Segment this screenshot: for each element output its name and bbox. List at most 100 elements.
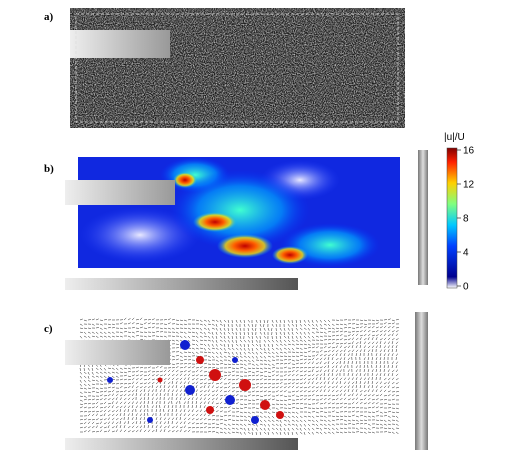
vector bbox=[167, 397, 170, 401]
vector bbox=[395, 333, 399, 337]
vector bbox=[103, 375, 107, 379]
vector bbox=[271, 343, 273, 347]
vector bbox=[363, 381, 366, 385]
vector bbox=[235, 407, 239, 409]
vector bbox=[231, 351, 234, 355]
vector bbox=[363, 385, 366, 389]
vector bbox=[107, 417, 110, 421]
vector bbox=[95, 367, 99, 371]
vector bbox=[311, 346, 315, 349]
vector bbox=[127, 390, 131, 393]
vector bbox=[87, 429, 91, 433]
vector bbox=[115, 429, 118, 433]
vector bbox=[287, 427, 290, 431]
vector bbox=[391, 381, 395, 385]
vector bbox=[371, 357, 374, 361]
vector bbox=[347, 342, 351, 345]
vector bbox=[107, 402, 111, 405]
vector bbox=[251, 411, 255, 414]
vector bbox=[163, 409, 165, 413]
vector bbox=[239, 347, 243, 351]
vector bbox=[255, 423, 258, 427]
vector bbox=[331, 431, 335, 435]
vector bbox=[147, 326, 151, 329]
vector bbox=[159, 374, 163, 377]
vector bbox=[107, 421, 111, 425]
vector bbox=[299, 431, 303, 435]
vector bbox=[183, 421, 186, 425]
vector bbox=[371, 381, 373, 385]
vector bbox=[375, 406, 379, 409]
vector bbox=[143, 417, 145, 421]
vector bbox=[171, 339, 175, 342]
vector bbox=[219, 407, 223, 409]
vector bbox=[383, 345, 387, 349]
vector bbox=[259, 415, 263, 418]
vector bbox=[299, 427, 302, 431]
panel-label: c) bbox=[44, 323, 53, 335]
vector bbox=[343, 377, 347, 381]
vector bbox=[267, 419, 271, 422]
vector bbox=[271, 423, 275, 426]
vector bbox=[363, 419, 367, 421]
vector bbox=[275, 339, 279, 343]
vector bbox=[207, 343, 210, 347]
vector bbox=[135, 401, 138, 405]
vector bbox=[391, 353, 394, 357]
vector bbox=[111, 375, 115, 379]
vector bbox=[83, 367, 85, 371]
vector bbox=[283, 390, 287, 393]
vector bbox=[171, 366, 175, 369]
vector bbox=[287, 362, 291, 365]
vector bbox=[327, 369, 330, 373]
vector bbox=[283, 378, 287, 381]
vector bbox=[147, 381, 151, 385]
vector bbox=[175, 393, 178, 397]
vector bbox=[203, 423, 207, 425]
vector bbox=[387, 329, 391, 333]
vector bbox=[251, 390, 255, 393]
vector bbox=[339, 385, 343, 389]
vector bbox=[387, 373, 390, 377]
vector bbox=[327, 394, 331, 397]
vector bbox=[79, 419, 83, 421]
vector bbox=[211, 390, 215, 393]
colorbar-tick-label: 12 bbox=[463, 180, 475, 191]
vector bbox=[175, 430, 179, 433]
vector bbox=[339, 398, 343, 401]
vector bbox=[223, 339, 227, 343]
vector bbox=[287, 331, 290, 335]
vector bbox=[199, 401, 203, 405]
vector bbox=[303, 327, 307, 330]
vector bbox=[91, 426, 95, 429]
vector bbox=[187, 417, 191, 421]
vector bbox=[339, 402, 343, 405]
vector bbox=[367, 369, 370, 373]
vector bbox=[327, 389, 330, 393]
vector bbox=[183, 370, 187, 373]
vector bbox=[379, 349, 383, 353]
vector bbox=[359, 377, 362, 381]
vector bbox=[187, 318, 191, 321]
vector bbox=[135, 413, 138, 417]
vector bbox=[255, 370, 259, 373]
vector bbox=[395, 318, 399, 321]
vector bbox=[183, 358, 187, 361]
vector bbox=[379, 393, 383, 397]
vector bbox=[171, 405, 174, 409]
vector bbox=[191, 374, 195, 377]
vector bbox=[239, 351, 242, 355]
vector bbox=[119, 378, 123, 381]
vector bbox=[387, 377, 391, 381]
vector bbox=[155, 401, 158, 405]
vector bbox=[383, 402, 387, 405]
vector bbox=[307, 361, 311, 365]
vector bbox=[131, 397, 135, 401]
vector bbox=[267, 355, 271, 358]
vector bbox=[119, 367, 123, 370]
vector bbox=[267, 431, 269, 435]
vector bbox=[95, 371, 99, 374]
vector bbox=[271, 398, 275, 401]
vector bbox=[255, 363, 259, 366]
vector bbox=[379, 373, 382, 377]
